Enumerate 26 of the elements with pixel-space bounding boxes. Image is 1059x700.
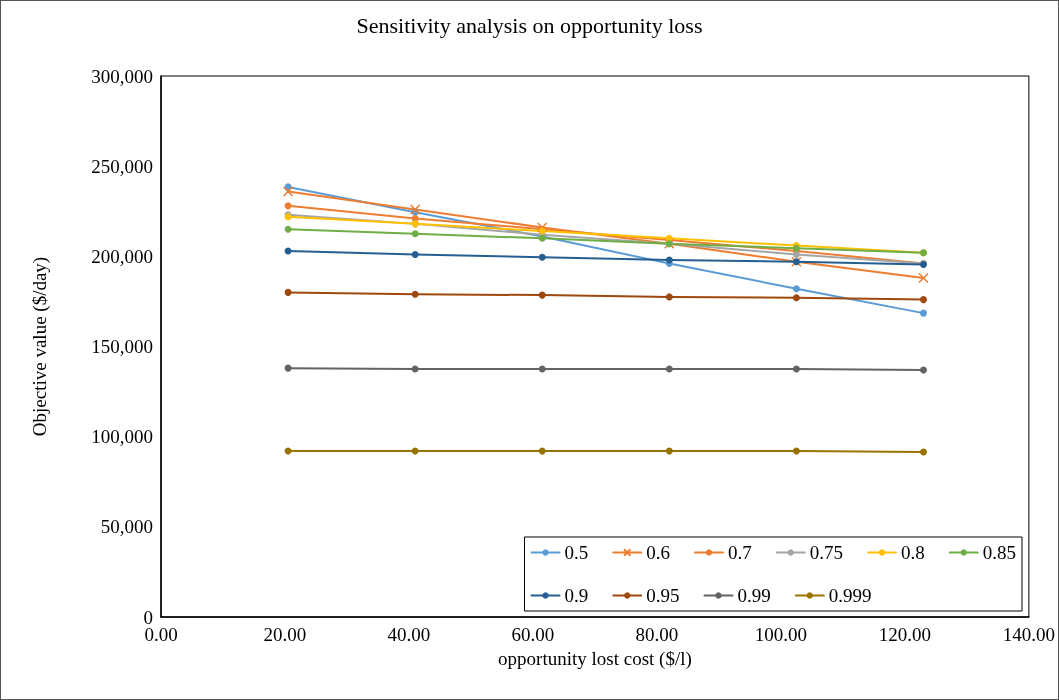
x-tick-label: 40.00	[387, 624, 431, 645]
y-tick-label: 150,000	[91, 336, 153, 357]
x-axis-title: opportunity lost cost ($/l)	[498, 647, 692, 670]
legend-label: 0.99	[737, 585, 771, 606]
legend-label: 0.5	[564, 542, 589, 563]
legend-label: 0.8	[901, 542, 925, 563]
legend-label: 0.85	[982, 542, 1016, 563]
x-tick-label: 20.00	[263, 624, 307, 645]
y-tick-label: 250,000	[91, 155, 153, 177]
x-tick-label: 120.00	[878, 624, 932, 645]
x-tick-label: 80.00	[635, 624, 679, 645]
legend-label: 0.999	[828, 585, 872, 606]
legend-label: 0.9	[564, 585, 589, 606]
legend-label: 0.75	[809, 542, 843, 563]
x-tick-label: 60.00	[511, 624, 555, 645]
y-tick-label: 50,000	[100, 516, 153, 538]
legend-label: 0.6	[646, 542, 670, 563]
y-tick-label: 200,000	[91, 245, 153, 267]
x-tick-label: 100.00	[754, 624, 808, 645]
legend-label: 0.95	[646, 585, 680, 606]
y-tick-label: 300,000	[91, 65, 153, 87]
y-tick-label: 100,000	[91, 426, 153, 448]
x-tick-label: 140.00	[1002, 624, 1055, 645]
chart-title: Sensitivity analysis on opportunity loss	[356, 12, 703, 38]
y-axis-title: Objective value ($/day)	[29, 256, 51, 437]
legend-label: 0.7	[728, 542, 752, 563]
